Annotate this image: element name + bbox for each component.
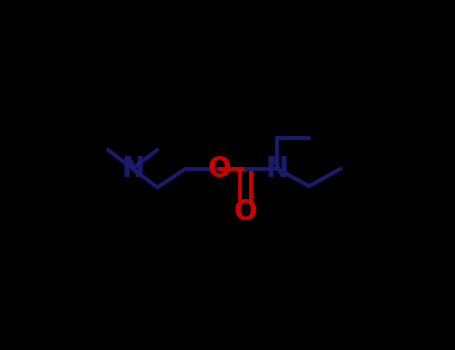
Text: N: N <box>266 155 289 183</box>
Text: N: N <box>121 155 144 183</box>
Text: O: O <box>234 198 257 226</box>
Text: O: O <box>207 155 231 183</box>
